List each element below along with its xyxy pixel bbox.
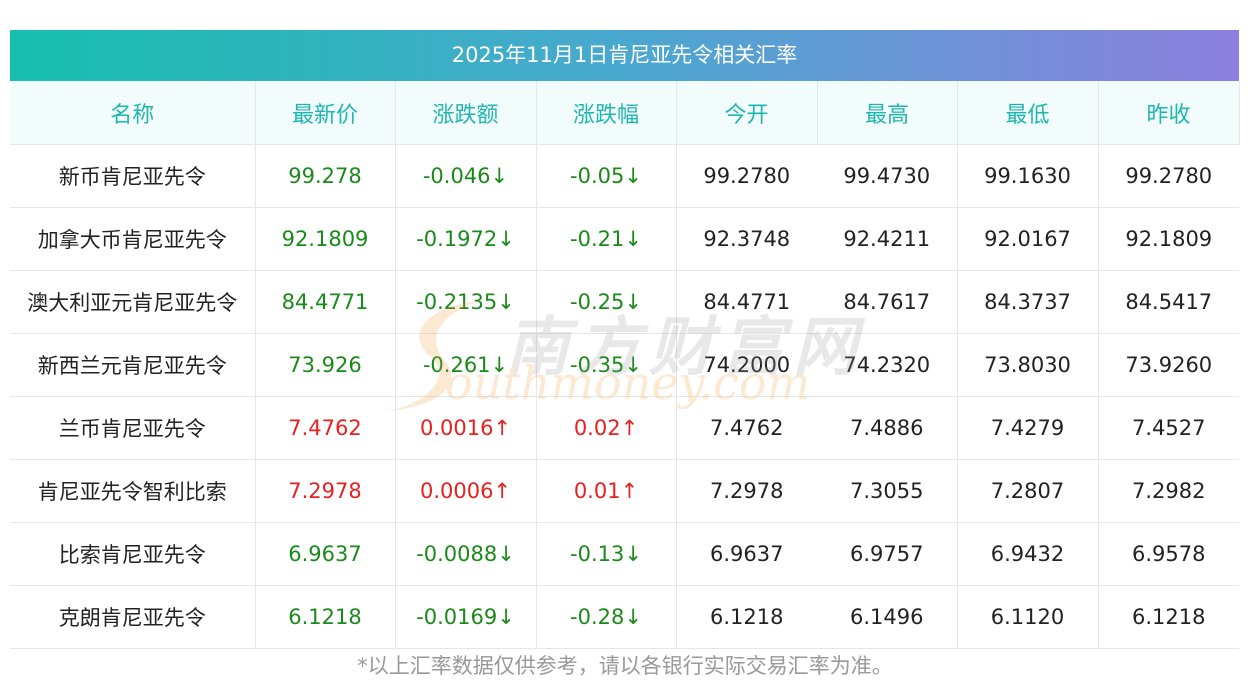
cell-latest: 6.9637 — [255, 522, 396, 586]
cell-name: 新币肯尼亚先令 — [10, 144, 256, 208]
header-name: 名称 — [10, 81, 256, 145]
cell-high: 99.4730 — [817, 144, 957, 208]
rate-table-container: 2025年11月1日肯尼亚先令相关汇率 名称 最新价 涨跌额 涨跌幅 今开 最高… — [10, 30, 1240, 649]
table-row: 澳大利亚元肯尼亚先令 84.4771 -0.2135↓ -0.25↓ 84.4771 84… — [10, 270, 1239, 334]
cell-prev-close: 7.2982 — [1098, 459, 1239, 523]
cell-latest: 6.1218 — [255, 585, 396, 649]
cell-name: 克朗肯尼亚先令 — [10, 585, 256, 649]
cell-low: 73.8030 — [956, 333, 1099, 397]
cell-low: 6.9432 — [956, 522, 1099, 586]
cell-high: 84.7617 — [817, 270, 957, 334]
cell-name: 加拿大币肯尼亚先令 — [10, 207, 256, 271]
cell-change: 0.0006↑ — [395, 459, 537, 523]
cell-low: 7.2807 — [956, 459, 1099, 523]
cell-change-pct: -0.21↓ — [536, 207, 677, 271]
cell-low: 7.4279 — [956, 396, 1099, 460]
table-row: 新币肯尼亚先令 99.278 -0.046↓ -0.05↓ 99.2780 99.4730… — [10, 144, 1239, 208]
cell-change: -0.261↓ — [395, 333, 537, 397]
cell-high: 6.9757 — [817, 522, 957, 586]
cell-prev-close: 6.1218 — [1098, 585, 1239, 649]
header-high: 最高 — [817, 81, 958, 145]
cell-latest: 73.926 — [255, 333, 396, 397]
cell-open: 84.4771 — [676, 270, 817, 334]
header-prev-close: 昨收 — [1098, 81, 1240, 145]
cell-prev-close: 84.5417 — [1098, 270, 1239, 334]
table-row: 加拿大币肯尼亚先令 92.1809 -0.1972↓ -0.21↓ 92.3748 92.… — [10, 207, 1239, 271]
cell-open: 6.9637 — [676, 522, 817, 586]
table-row: 比索肯尼亚先令 6.9637 -0.0088↓ -0.13↓ 6.9637 6.9757 6… — [10, 522, 1239, 586]
table-row: 肯尼亚先令智利比索 7.2978 0.0006↑ 0.01↑ 7.2978 7.3055 7… — [10, 459, 1239, 523]
footnote: *以上汇率数据仅供参考，请以各银行实际交易汇率为准。 — [357, 654, 893, 678]
cell-latest: 7.2978 — [255, 459, 396, 523]
cell-change: -0.1972↓ — [395, 207, 537, 271]
cell-prev-close: 7.4527 — [1098, 396, 1239, 460]
header-change: 涨跌额 — [395, 81, 537, 145]
cell-change: -0.2135↓ — [395, 270, 537, 334]
cell-open: 99.2780 — [676, 144, 817, 208]
cell-change-pct: -0.35↓ — [536, 333, 677, 397]
cell-change: -0.0088↓ — [395, 522, 537, 586]
cell-name: 澳大利亚元肯尼亚先令 — [10, 270, 256, 334]
cell-open: 7.2978 — [676, 459, 817, 523]
cell-prev-close: 73.9260 — [1098, 333, 1239, 397]
cell-name: 肯尼亚先令智利比索 — [10, 459, 256, 523]
cell-name: 比索肯尼亚先令 — [10, 522, 256, 586]
table-title: 2025年11月1日肯尼亚先令相关汇率 — [10, 30, 1239, 81]
cell-high: 6.1496 — [817, 585, 957, 649]
cell-change: -0.0169↓ — [395, 585, 537, 649]
cell-change: -0.046↓ — [395, 144, 537, 208]
header-change-pct: 涨跌幅 — [536, 81, 677, 145]
cell-change-pct: -0.28↓ — [536, 585, 677, 649]
table-header-row: 名称 最新价 涨跌额 涨跌幅 今开 最高 最低 昨收 — [10, 81, 1240, 145]
cell-open: 92.3748 — [676, 207, 817, 271]
cell-high: 7.3055 — [817, 459, 957, 523]
cell-high: 74.2320 — [817, 333, 957, 397]
cell-name: 兰币肯尼亚先令 — [10, 396, 256, 460]
cell-change-pct: 0.02↑ — [536, 396, 677, 460]
cell-change-pct: 0.01↑ — [536, 459, 677, 523]
table-row: 克朗肯尼亚先令 6.1218 -0.0169↓ -0.28↓ 6.1218 6.1496 6… — [10, 585, 1239, 649]
cell-prev-close: 92.1809 — [1098, 207, 1239, 271]
cell-latest: 7.4762 — [255, 396, 396, 460]
cell-change-pct: -0.25↓ — [536, 270, 677, 334]
cell-name: 新西兰元肯尼亚先令 — [10, 333, 256, 397]
cell-change-pct: -0.05↓ — [536, 144, 677, 208]
table-row: 兰币肯尼亚先令 7.4762 0.0016↑ 0.02↑ 7.4762 7.4886 7.4… — [10, 396, 1239, 460]
cell-open: 7.4762 — [676, 396, 817, 460]
cell-change: 0.0016↑ — [395, 396, 537, 460]
cell-high: 7.4886 — [817, 396, 957, 460]
header-latest: 最新价 — [255, 81, 396, 145]
cell-latest: 84.4771 — [255, 270, 396, 334]
cell-change-pct: -0.13↓ — [536, 522, 677, 586]
exchange-rate-table: 名称 最新价 涨跌额 涨跌幅 今开 最高 最低 昨收 新币肯尼亚先令 99.278… — [10, 81, 1240, 649]
cell-latest: 99.278 — [255, 144, 396, 208]
table-row: 新西兰元肯尼亚先令 73.926 -0.261↓ -0.35↓ 74.2000 74.23… — [10, 333, 1239, 397]
header-low: 最低 — [957, 81, 1099, 145]
cell-low: 99.1630 — [956, 144, 1099, 208]
header-open: 今开 — [676, 81, 818, 145]
cell-open: 74.2000 — [676, 333, 817, 397]
cell-low: 84.3737 — [956, 270, 1099, 334]
cell-open: 6.1218 — [676, 585, 817, 649]
cell-low: 92.0167 — [956, 207, 1099, 271]
cell-prev-close: 99.2780 — [1098, 144, 1239, 208]
cell-high: 92.4211 — [817, 207, 957, 271]
cell-prev-close: 6.9578 — [1098, 522, 1239, 586]
cell-low: 6.1120 — [956, 585, 1099, 649]
cell-latest: 92.1809 — [255, 207, 396, 271]
